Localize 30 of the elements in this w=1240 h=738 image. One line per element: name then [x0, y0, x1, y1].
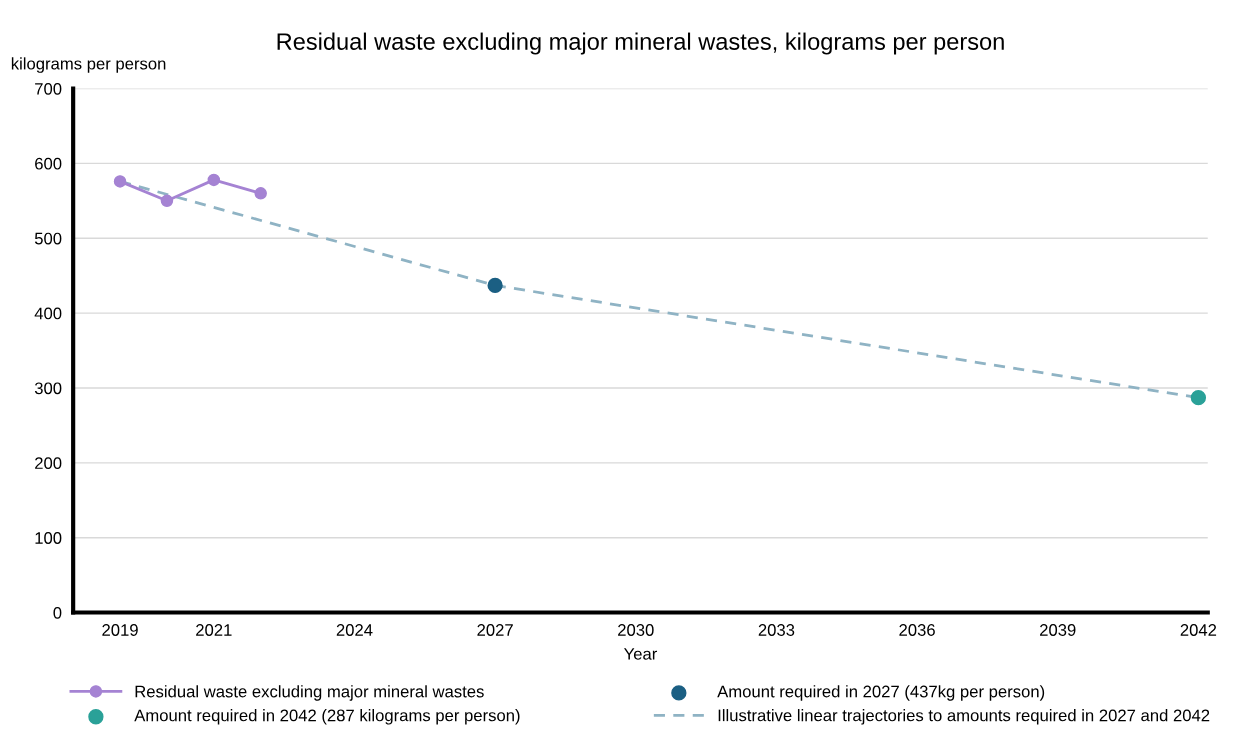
legend-label: Residual waste excluding major mineral wastes [135, 685, 484, 701]
point [113, 175, 127, 188]
y-tick-label: 200 [35, 457, 62, 470]
x-tick-label: 2042 [1180, 624, 1217, 636]
point [1190, 390, 1207, 406]
y-tick-label: 700 [35, 82, 62, 95]
y-tick-label: 600 [35, 157, 62, 170]
y-tick-label: 400 [34, 307, 62, 320]
legend-label: Illustrative linear trajectories to amounts required in 2027 and 2042 [718, 709, 1210, 725]
x-tick-label: 2021 [196, 624, 232, 636]
y-tick-label: 300 [34, 382, 62, 395]
x-axis-title: Year [623, 648, 658, 660]
y-tick-label: 100 [35, 532, 62, 544]
x-tick-label: 2033 [758, 624, 795, 636]
point [207, 173, 221, 187]
x-tick-label: 2036 [899, 624, 935, 636]
x-tick-label: 2019 [102, 624, 138, 636]
y-tick-label: 0 [53, 606, 62, 619]
y-tick-label: 500 [34, 232, 62, 245]
point [487, 277, 503, 294]
x-tick-label: 2027 [477, 624, 513, 636]
legend-label: Amount required in 2027 (437kg per person) [717, 685, 1045, 701]
x-tick-label: 2039 [1040, 624, 1076, 636]
legend-label: Amount required in 2042 (287 kilograms per person) [134, 709, 520, 725]
y-axis-title: kilograms per person [11, 57, 166, 73]
x-tick-label: 2024 [336, 624, 373, 636]
point [160, 194, 174, 208]
x-tick-label: 2030 [618, 624, 654, 636]
point [254, 187, 267, 200]
chart-title: Residual waste excluding major mineral wastes, kilograms per person [277, 32, 1004, 55]
